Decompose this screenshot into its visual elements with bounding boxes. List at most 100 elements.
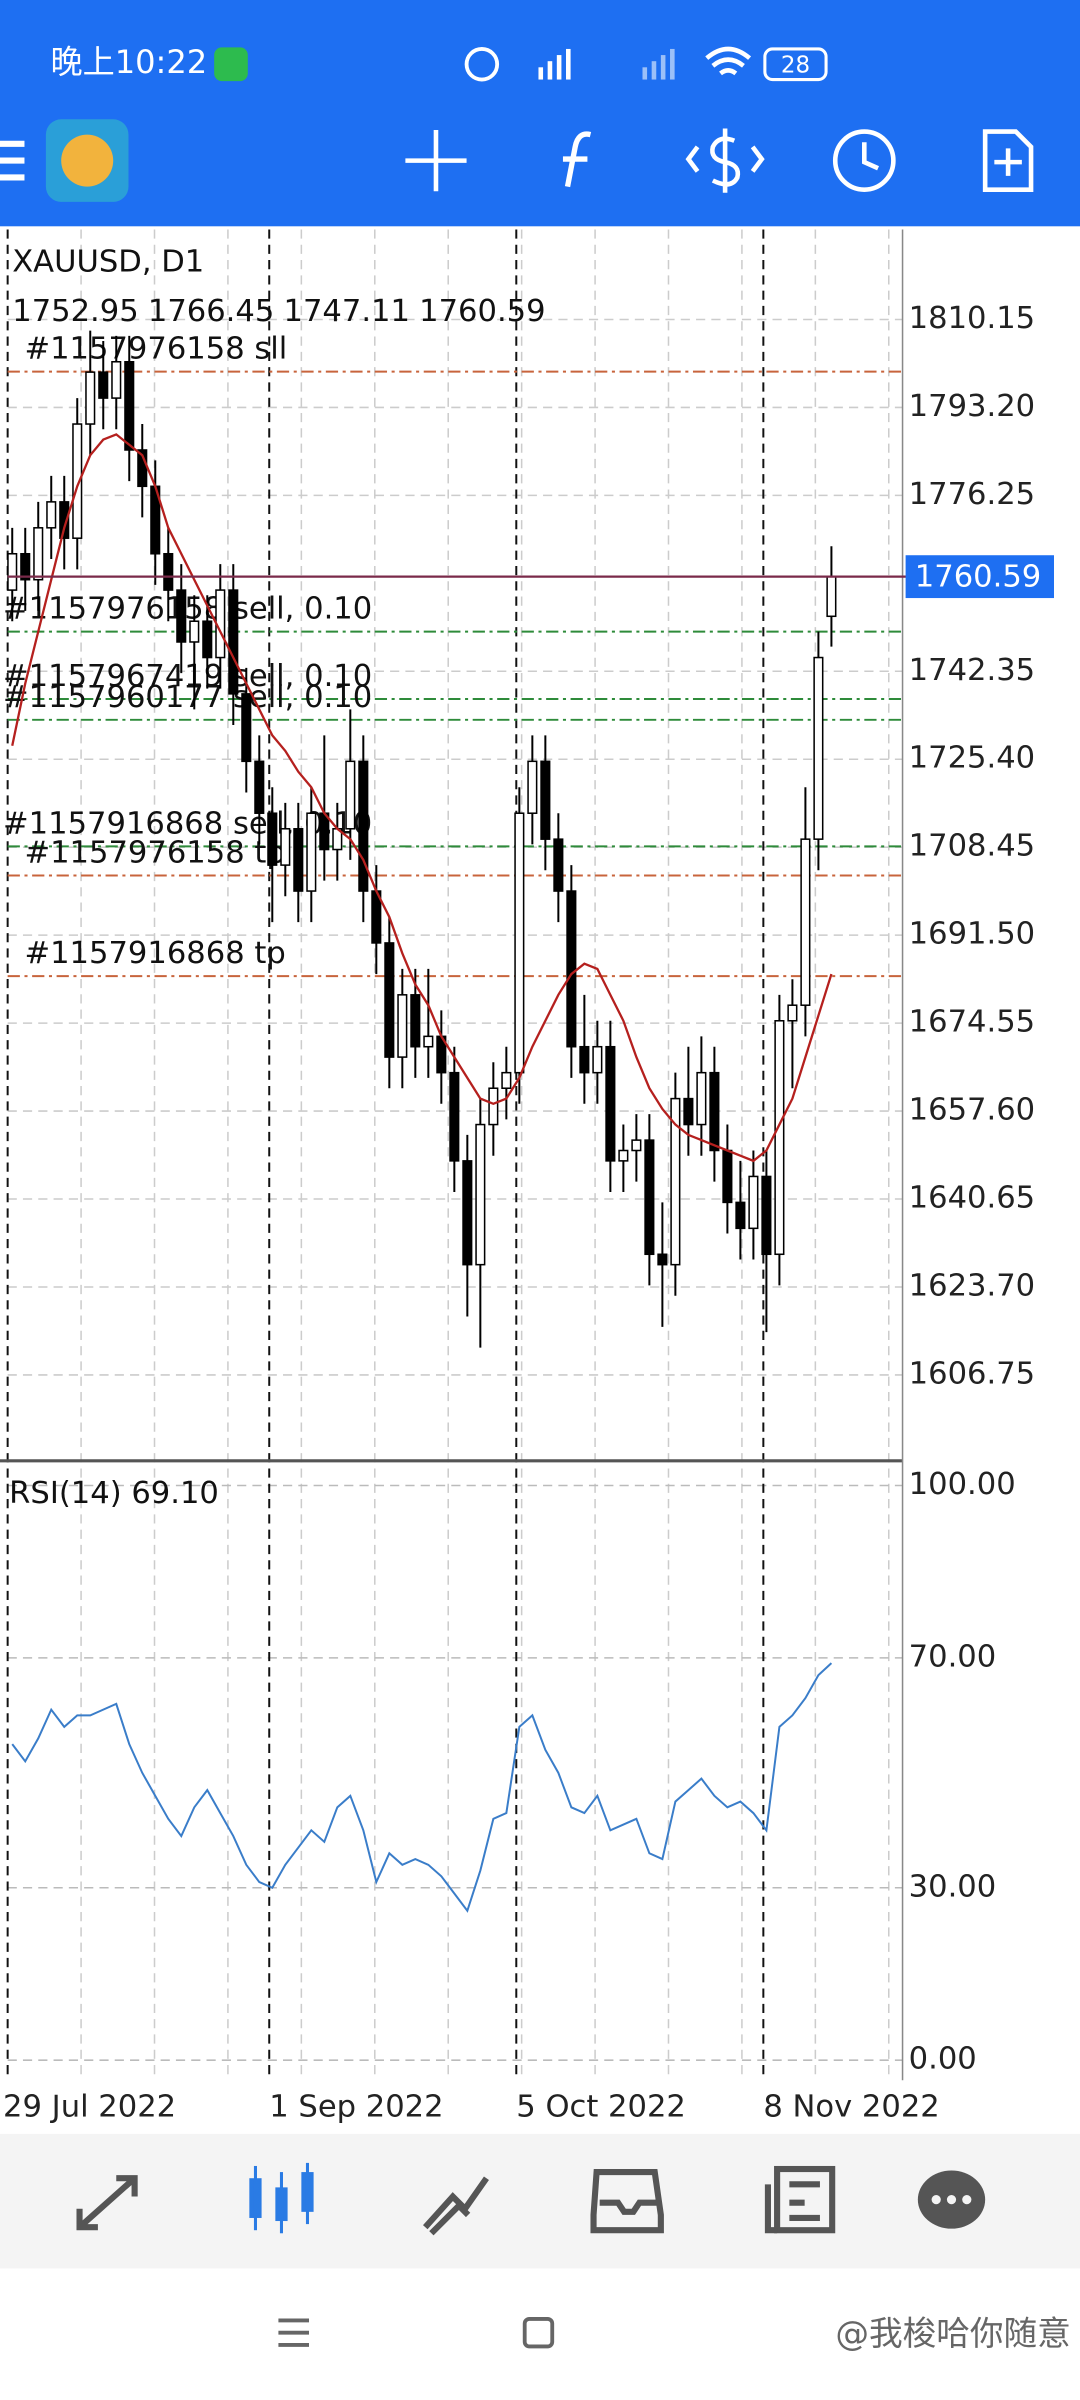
history-tab[interactable] bbox=[590, 2169, 664, 2234]
watermark: @我梭哈你随意 bbox=[835, 2314, 1070, 2353]
trade-button[interactable] bbox=[685, 128, 765, 193]
trade-tab[interactable] bbox=[422, 2176, 489, 2236]
app-header bbox=[0, 0, 1080, 227]
candle-body bbox=[98, 371, 109, 399]
candle-body bbox=[358, 760, 369, 892]
call-icon bbox=[214, 47, 248, 82]
x-tick-label: 8 Nov 2022 bbox=[763, 2089, 939, 2124]
sys-home[interactable] bbox=[522, 2317, 555, 2349]
y2-tick-label: 0.00 bbox=[909, 2042, 977, 2077]
y-tick-label: 1793.20 bbox=[909, 389, 1035, 424]
order-label: #1157916868 tp bbox=[24, 936, 285, 971]
y2-tick-label: 100.00 bbox=[909, 1467, 1016, 1502]
candle-body bbox=[397, 994, 408, 1058]
candle-body bbox=[189, 620, 200, 643]
new-order-button[interactable] bbox=[982, 129, 1034, 192]
candle-body bbox=[449, 1071, 460, 1162]
ohlc-close: 1760.59 bbox=[419, 294, 545, 329]
y-tick-label: 1657.60 bbox=[909, 1093, 1035, 1128]
chart-tab[interactable] bbox=[249, 2162, 314, 2234]
x-tick-label: 29 Jul 2022 bbox=[3, 2089, 176, 2124]
indicator-button[interactable] bbox=[562, 131, 592, 188]
candle-body bbox=[202, 620, 213, 659]
candle-body bbox=[761, 1175, 772, 1256]
sys-menu[interactable] bbox=[278, 2318, 310, 2347]
y-tick-label: 1606.75 bbox=[909, 1356, 1035, 1391]
y2-tick-label: 30.00 bbox=[909, 1869, 997, 1904]
moving-average bbox=[11, 433, 833, 1163]
quotes-tab[interactable] bbox=[76, 2175, 138, 2231]
candle-body bbox=[228, 589, 239, 695]
history-button[interactable] bbox=[832, 129, 896, 192]
candle-body bbox=[774, 1020, 785, 1256]
rsi-line bbox=[11, 1662, 833, 1913]
candle-body bbox=[163, 552, 174, 591]
alarm-icon bbox=[464, 47, 500, 82]
chart-area bbox=[0, 226, 1080, 2134]
candle-body bbox=[527, 760, 538, 814]
signal-icon-2 bbox=[642, 48, 675, 80]
menu-button[interactable] bbox=[0, 140, 25, 181]
candle-body bbox=[670, 1097, 681, 1266]
candle-body bbox=[7, 552, 18, 591]
candle-body bbox=[722, 1149, 733, 1204]
y-tick-label: 1691.50 bbox=[909, 917, 1035, 952]
candle-body bbox=[306, 812, 317, 892]
candle-body bbox=[800, 838, 811, 1006]
candle-body bbox=[410, 994, 421, 1048]
candle-body bbox=[241, 693, 252, 763]
candle-body bbox=[540, 760, 551, 840]
candle-body bbox=[501, 1071, 512, 1089]
chart-title: XAUUSD, D1 bbox=[12, 245, 204, 280]
candle-body bbox=[423, 1035, 434, 1048]
current-price-box bbox=[905, 555, 1054, 599]
candle-body bbox=[631, 1139, 642, 1152]
order-label: #1157976158 sll bbox=[24, 332, 287, 367]
candle-body bbox=[46, 501, 57, 529]
candle-body bbox=[618, 1149, 629, 1162]
candle-body bbox=[709, 1071, 720, 1152]
y2-tick-label: 70.00 bbox=[909, 1639, 997, 1674]
candle-body bbox=[293, 828, 304, 892]
ohlc-high: 1766.45 bbox=[148, 294, 274, 329]
candle-body bbox=[748, 1175, 759, 1230]
crosshair-button[interactable] bbox=[405, 130, 467, 192]
candle-body bbox=[657, 1253, 668, 1266]
candle-body bbox=[644, 1139, 655, 1256]
candle-body bbox=[683, 1097, 694, 1126]
y-tick-label: 1725.40 bbox=[909, 741, 1035, 776]
chat-tab[interactable] bbox=[917, 2170, 986, 2229]
candle-body bbox=[787, 1004, 798, 1022]
battery-level: 28 bbox=[781, 52, 810, 78]
candle-body bbox=[475, 1123, 486, 1266]
candle-body bbox=[176, 589, 187, 643]
candle-body bbox=[553, 838, 564, 892]
y-tick-label: 1674.55 bbox=[909, 1005, 1035, 1040]
candle-body bbox=[696, 1071, 707, 1126]
candle-body bbox=[384, 942, 395, 1058]
candle-body bbox=[488, 1087, 499, 1126]
candle-body bbox=[813, 656, 824, 840]
y-tick-label: 1623.70 bbox=[909, 1268, 1035, 1303]
x-tick-label: 1 Sep 2022 bbox=[269, 2089, 443, 2124]
x-tick-label: 5 Oct 2022 bbox=[516, 2089, 686, 2124]
y-tick-label: 1742.35 bbox=[909, 653, 1035, 688]
bottom-nav bbox=[0, 2133, 1080, 2269]
ohlc-readout: 1752.95 1766.45 1747.11 1760.59 bbox=[12, 294, 545, 329]
news-tab[interactable] bbox=[764, 2165, 836, 2234]
candle-body bbox=[345, 760, 356, 830]
battery-icon bbox=[763, 47, 828, 82]
y-tick-label: 1810.15 bbox=[909, 301, 1035, 336]
candle-body bbox=[59, 501, 70, 539]
candle-body bbox=[111, 361, 122, 399]
candle-body bbox=[319, 812, 330, 851]
logo-mark bbox=[61, 134, 114, 187]
candle-body bbox=[33, 527, 44, 581]
y-tick-label: 1776.25 bbox=[909, 477, 1035, 512]
candle-body bbox=[72, 423, 83, 539]
candle-body bbox=[579, 1045, 590, 1074]
order-label: #1157976158 tp bbox=[24, 836, 285, 871]
status-time: 晚上10:22 bbox=[50, 43, 207, 81]
current-price-label: 1760.59 bbox=[915, 560, 1041, 595]
candle-body bbox=[20, 552, 31, 581]
